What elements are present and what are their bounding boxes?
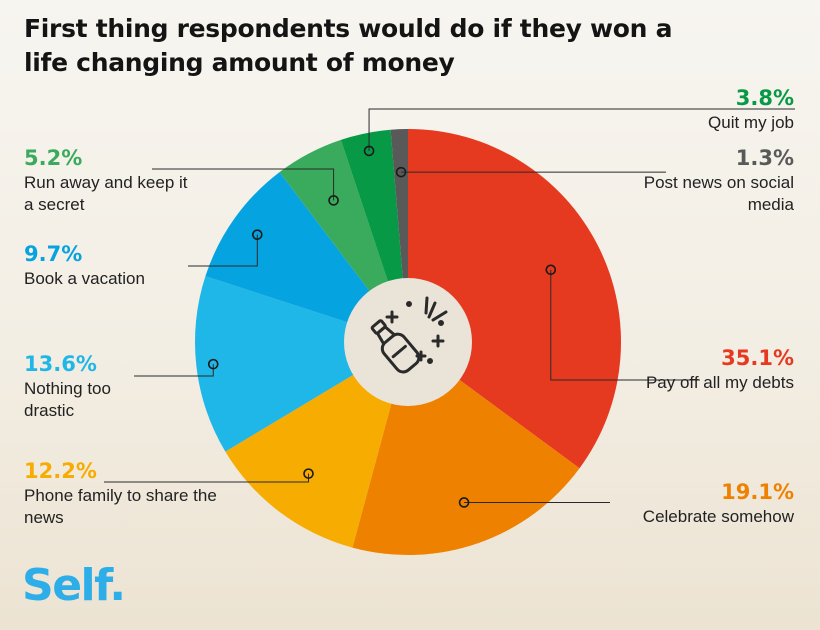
category-label: Book a vacation [24, 269, 145, 288]
leader-dot [303, 468, 314, 479]
leader-dot [207, 358, 219, 370]
leader-line [104, 473, 310, 483]
label-nothing-drastic: 13.6% Nothing too drastic [24, 352, 154, 422]
leader-line [368, 108, 795, 151]
leader-dot [395, 166, 407, 178]
leader-dot [328, 195, 339, 206]
label-run-away: 5.2% Run away and keep it a secret [24, 146, 194, 216]
value-label: 3.8% [735, 86, 794, 110]
leader-line [188, 234, 258, 267]
leader-line [550, 269, 700, 381]
value-label: 1.3% [735, 146, 794, 170]
category-label: Pay off all my debts [645, 373, 794, 392]
chart-title: First thing respondents would do if they… [24, 14, 673, 77]
leader-dot [545, 264, 557, 276]
leader-dot [458, 497, 470, 508]
category-label: Celebrate somehow [642, 507, 794, 526]
value-label: 12.2% [24, 459, 97, 483]
category-label: Quit my job [708, 113, 794, 132]
label-phone-family: 12.2% Phone family to share the news [24, 459, 234, 529]
label-quit-my-job: 3.8% Quit my job [524, 86, 794, 134]
category-label: Phone family to share the news [24, 486, 217, 527]
pie-slice-book-a-vacation [205, 172, 408, 342]
category-label: Run away and keep it a secret [24, 173, 188, 214]
leader-line [152, 168, 335, 201]
champagne-icon [370, 296, 448, 374]
label-pay-off-debts: 35.1% Pay off all my debts [644, 346, 794, 394]
value-label: 19.1% [721, 480, 794, 504]
leader-dot [363, 145, 375, 157]
value-label: 13.6% [24, 352, 97, 376]
self-logo: Self. [22, 560, 126, 611]
label-post-news: 1.3% Post news on social media [619, 146, 794, 216]
pie-slice-nothing-too-drastic [195, 276, 408, 452]
category-label: Nothing too drastic [24, 379, 111, 420]
label-book-vacation: 9.7% Book a vacation [24, 242, 294, 290]
category-label: Post news on social media [643, 173, 794, 214]
value-label: 5.2% [24, 146, 83, 170]
value-label: 9.7% [24, 242, 83, 266]
label-celebrate: 19.1% Celebrate somehow [524, 480, 794, 528]
leader-dot [252, 229, 263, 240]
pie-slice-pay-off-all-my-debts [408, 129, 621, 469]
pie-slice-phone-family-to-share-the-news [225, 342, 408, 548]
value-label: 35.1% [721, 346, 794, 370]
